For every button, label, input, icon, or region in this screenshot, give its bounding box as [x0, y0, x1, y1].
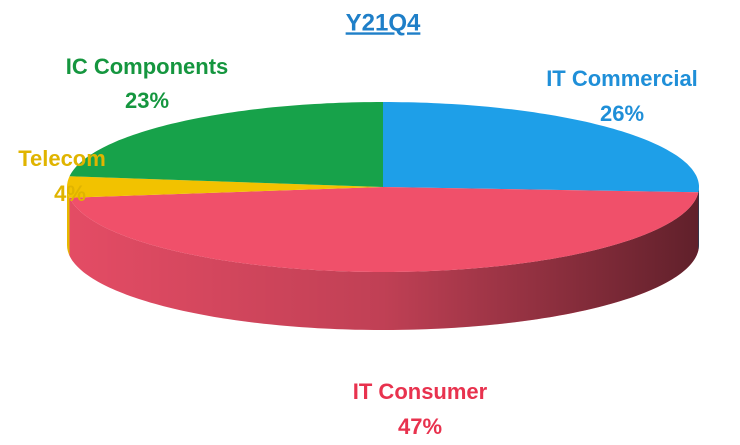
slice-label: IC Components: [66, 54, 229, 79]
slice-value-label: 4%: [54, 181, 86, 206]
slice-label: Telecom: [18, 146, 106, 171]
slice-value-label: 26%: [600, 101, 644, 126]
chart-title: Y21Q4: [346, 9, 421, 36]
slice: [69, 187, 699, 272]
slice-label: IT Consumer: [353, 379, 488, 404]
side-shade: [67, 187, 699, 330]
slice-label: IT Commercial: [546, 66, 698, 91]
slice-value-label: 47%: [398, 414, 442, 439]
slice: [383, 102, 699, 193]
slice-value-label: 23%: [125, 88, 169, 113]
slice: [67, 176, 383, 198]
slice: [69, 102, 383, 187]
